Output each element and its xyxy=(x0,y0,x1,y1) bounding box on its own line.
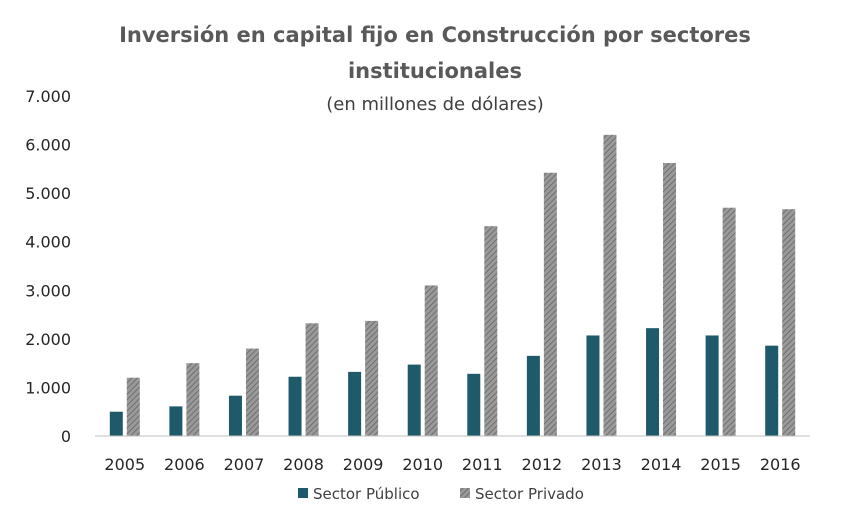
y-tick-label: 0 xyxy=(61,427,71,446)
legend-swatch-publico xyxy=(298,488,308,498)
x-tick-label: 2009 xyxy=(343,455,384,474)
bar-sector-privado xyxy=(365,320,379,436)
x-tick-label: 2014 xyxy=(641,455,682,474)
bar-sector-privado xyxy=(305,323,319,436)
bar-sector-privado xyxy=(186,363,200,436)
bar-sector-publico xyxy=(765,345,779,436)
bar-sector-publico xyxy=(348,371,362,436)
x-tick-label: 2012 xyxy=(522,455,563,474)
x-axis: 2005 2006 2007 2008 2009 2010 2011 2012 2013 2014… xyxy=(104,455,800,474)
y-tick-label: 2.000 xyxy=(25,330,71,349)
y-tick-label: 3.000 xyxy=(25,281,71,300)
x-tick-label: 2011 xyxy=(462,455,503,474)
bars xyxy=(109,134,796,436)
legend-swatch-privado xyxy=(460,488,470,498)
bar-sector-privado xyxy=(663,163,677,436)
bar-sector-privado xyxy=(603,134,617,436)
bar-sector-privado xyxy=(782,209,796,436)
bar-sector-publico xyxy=(705,335,719,436)
bar-sector-publico xyxy=(288,376,302,436)
x-tick-label: 2016 xyxy=(760,455,801,474)
bar-sector-publico xyxy=(109,411,123,436)
x-tick-label: 2015 xyxy=(700,455,741,474)
x-tick-label: 2005 xyxy=(104,455,145,474)
bar-sector-publico xyxy=(467,373,481,436)
y-tick-label: 1.000 xyxy=(25,378,71,397)
bar-sector-publico xyxy=(526,355,540,436)
x-tick-label: 2008 xyxy=(283,455,324,474)
y-tick-label: 7.000 xyxy=(25,87,71,106)
bar-sector-privado xyxy=(722,207,736,436)
legend-label-publico: Sector Público xyxy=(313,485,420,503)
chart-title: Inversión en capital fijo en Construcció… xyxy=(119,23,751,47)
bar-sector-privado xyxy=(484,226,498,436)
y-tick-label: 6.000 xyxy=(25,136,71,155)
bar-sector-privado xyxy=(424,285,438,436)
bar-sector-publico xyxy=(228,395,242,436)
bar-sector-privado xyxy=(245,348,259,436)
bar-sector-publico xyxy=(169,406,183,436)
x-tick-label: 2010 xyxy=(402,455,443,474)
legend-label-privado: Sector Privado xyxy=(475,485,584,503)
chart-title-line2: institucionales xyxy=(348,59,522,83)
bar-sector-publico xyxy=(586,335,600,436)
bar-sector-publico xyxy=(646,328,660,436)
x-tick-label: 2013 xyxy=(581,455,622,474)
y-tick-label: 5.000 xyxy=(25,184,71,203)
chart-subtitle: (en millones de dólares) xyxy=(326,94,544,115)
x-tick-label: 2006 xyxy=(164,455,205,474)
x-tick-label: 2007 xyxy=(224,455,265,474)
y-tick-label: 4.000 xyxy=(25,233,71,252)
bar-sector-publico xyxy=(407,364,421,436)
y-axis: 0 1.000 2.000 3.000 4.000 5.000 6.000 7.000 xyxy=(25,87,71,446)
bar-sector-privado xyxy=(543,172,557,436)
legend: Sector Público Sector Privado xyxy=(298,485,584,503)
bar-sector-privado xyxy=(126,377,140,436)
